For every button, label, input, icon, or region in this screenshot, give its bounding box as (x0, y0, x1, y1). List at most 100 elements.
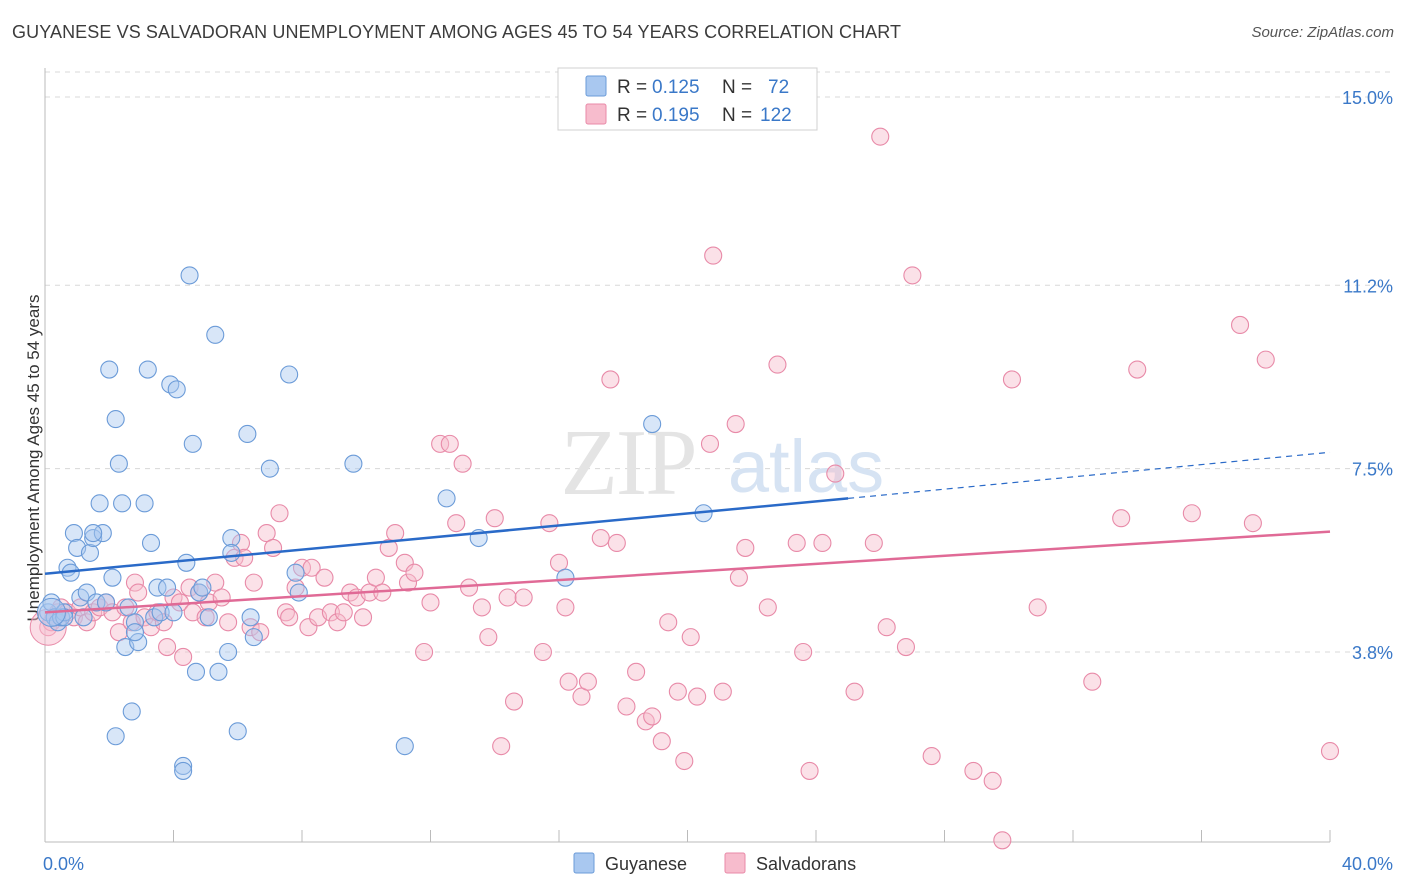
salvadoran-point (758, 598, 777, 617)
y-tick-label-1: 7.5% (1352, 460, 1393, 480)
guyanese-point (141, 533, 161, 553)
legend-n-label-salvadoran: N = (722, 105, 752, 126)
legend-r-label-guyanese: R = (617, 77, 647, 98)
salvadoran-point (871, 127, 890, 146)
salvadoran-point (713, 682, 732, 701)
salvadoran-point (276, 603, 295, 622)
chart-title: GUYANESE VS SALVADORAN UNEMPLOYMENT AMON… (12, 22, 902, 42)
salvadoran-point (1002, 370, 1022, 389)
guyanese-point (260, 459, 279, 478)
salvadoran-point (540, 514, 559, 533)
salvadoran-point (1028, 598, 1047, 617)
x-tick-label-0: 0.0% (43, 854, 84, 874)
guyanese-point (286, 563, 305, 582)
guyanese-point (138, 360, 157, 379)
salvadoran-point (514, 588, 533, 607)
salvadoran-point (601, 370, 620, 389)
bottom-legend-label-salvadoran: Salvadorans (756, 854, 856, 874)
guyanese-point (199, 608, 218, 627)
bottom-legend-swatch-salvadoran (724, 852, 746, 874)
salvadoran-point (787, 533, 806, 553)
guyanese-point (244, 628, 263, 647)
guyanese-point (183, 434, 202, 453)
guyanese-point (100, 360, 119, 379)
watermark: ZIP atlas (561, 411, 885, 515)
guyanese-point (219, 642, 238, 662)
y-tick-label-2: 11.2% (1343, 276, 1393, 296)
salvadoran-point (77, 613, 96, 632)
trend-line-guyanese-extension (848, 451, 1331, 499)
salvadoran-point (533, 642, 552, 662)
guyanese-point (158, 578, 177, 597)
legend-swatch-guyanese (585, 75, 607, 97)
salvadoran-point (280, 608, 299, 627)
guyanese-point (206, 325, 225, 344)
guyanese-point (167, 380, 186, 399)
salvadoran-point (1182, 504, 1201, 523)
salvadoran-point (498, 588, 517, 607)
watermark-zip: ZIP (561, 411, 696, 515)
salvadoran-point (964, 761, 983, 780)
salvadoran-point (1320, 742, 1340, 761)
salvadoran-point (768, 355, 787, 374)
guyanese-point (164, 603, 183, 622)
salvadoran-point (472, 598, 491, 617)
guyanese-point (148, 578, 167, 597)
guyanese-point (186, 662, 206, 681)
salvadoran-point (431, 434, 450, 453)
salvadoran-point (398, 573, 418, 592)
salvadoran-point (447, 514, 466, 533)
salvadoran-point (983, 771, 1002, 790)
guyanese-point (87, 593, 106, 612)
salvadoran-point (794, 642, 813, 662)
salvadoran-point (668, 682, 687, 701)
x-tick-labels: 0.0% 40.0% (43, 854, 1393, 874)
salvadoran-point (813, 533, 832, 553)
guyanese-point (174, 761, 193, 780)
legend-n-value-salvadoran: 122 (760, 105, 792, 126)
salvadoran-point (688, 687, 707, 706)
guyanese-point (125, 623, 144, 642)
guyanese-point (395, 737, 414, 756)
guyanese-point (643, 415, 662, 434)
guyanese-point (289, 583, 308, 602)
guyanese-point (106, 727, 125, 746)
salvadoran-point (485, 509, 504, 528)
guyanese-point (90, 494, 109, 513)
guyanese-point (113, 494, 132, 513)
legend-n-value-guyanese: 72 (768, 77, 789, 98)
guyanese-point (437, 489, 456, 508)
salvadoran-point (700, 434, 720, 453)
salvadoran-point (617, 697, 636, 716)
guyanese-point (77, 583, 96, 602)
guyanese-point (556, 568, 575, 587)
trend-lines (44, 451, 1331, 614)
salvadoran-point (627, 662, 646, 681)
trend-line-salvadoran (44, 530, 1331, 614)
guyanese-point (135, 494, 154, 513)
guyanese-point (129, 633, 148, 652)
salvadoran-point (492, 737, 511, 756)
salvadoran-point (158, 637, 177, 657)
guyanese-point (103, 568, 122, 587)
salvadoran-point (386, 524, 405, 543)
salvadoran-point (726, 415, 745, 434)
salvadoran-point (270, 504, 289, 523)
salvadoran-point (421, 593, 440, 612)
salvadoran-point (877, 618, 896, 637)
salvadoran-point (174, 647, 193, 667)
guyanese-point (125, 613, 144, 632)
guyanese-point (80, 543, 100, 562)
bottom-legend-label-guyanese: Guyanese (605, 854, 687, 874)
trend-line-guyanese (44, 497, 849, 575)
guyanese-point (84, 524, 103, 543)
guyanese-point (222, 528, 241, 548)
salvadoran-point (353, 608, 373, 627)
salvadoran-point (652, 732, 671, 751)
salvadoran-point (405, 563, 424, 582)
guyanese-point (84, 528, 103, 548)
salvadoran-point (1231, 315, 1250, 334)
guyanese-point (106, 410, 125, 429)
legend-n-label-guyanese: N = (722, 77, 752, 98)
salvadoran-point (321, 603, 340, 622)
